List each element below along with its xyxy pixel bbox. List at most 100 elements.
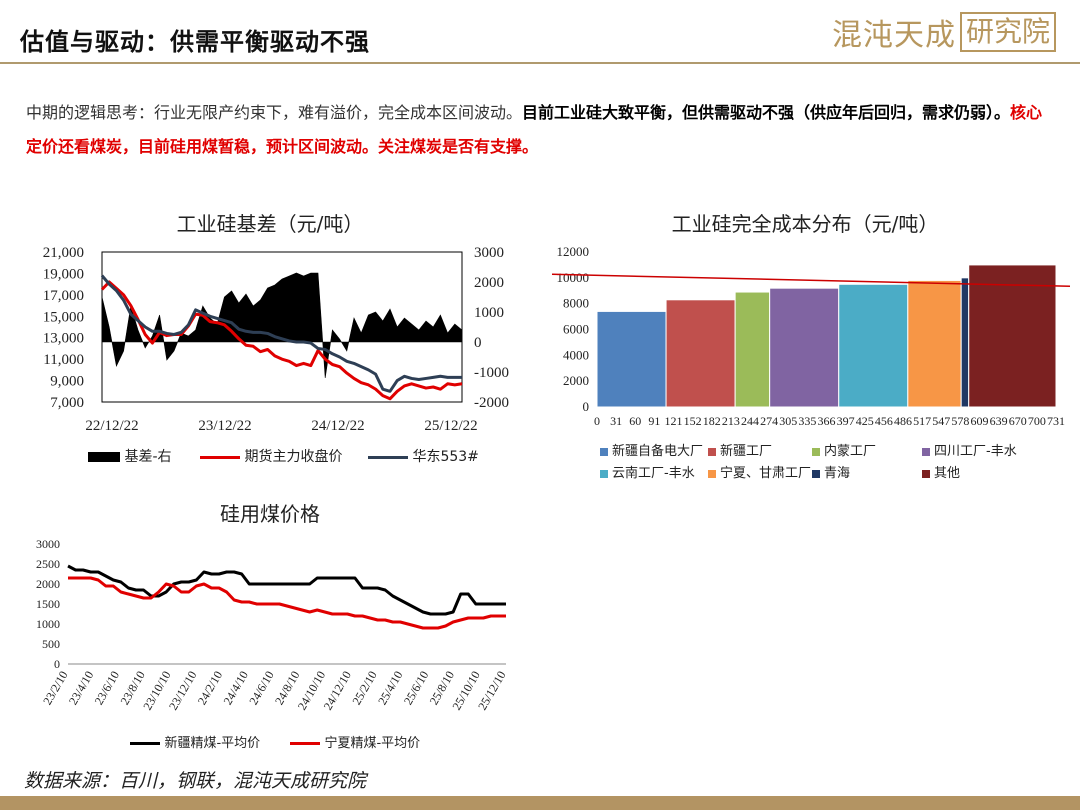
chart3-title: 硅用煤价格: [220, 502, 320, 526]
legend-basis-swatch: [88, 452, 120, 462]
company-logo: 混沌天成 研究院: [831, 12, 1056, 53]
chart1-y-right-tick: 1000: [474, 305, 504, 321]
chart3-legend: 新疆精煤-平均价 宁夏精煤-平均价: [130, 732, 530, 752]
legend-basis-label: 基差-右: [124, 449, 172, 465]
chart2-legend-item: 内蒙工厂: [812, 440, 876, 459]
chart2-x-tick: 335: [798, 414, 816, 428]
cost-bar: [734, 291, 771, 408]
chart3-y-tick: 3000: [36, 537, 60, 551]
intro-part-2: 目前工业硅大致平衡，但供需驱动不强（供应年后回归，需求仍弱）。: [522, 103, 1011, 122]
chart2-x-tick: 578: [951, 414, 969, 428]
basis-area-series: [101, 272, 463, 379]
chart1-y-left-tick: 9,000: [50, 374, 84, 390]
chart2-legend-swatch: [600, 447, 608, 456]
chart2-y-tick: 2000: [563, 373, 589, 388]
cost-bar: [907, 279, 962, 408]
chart1-legend: 基差-右 期货主力收盘价 华东553#: [88, 446, 508, 466]
chart1-y-left-tick: 21,000: [43, 245, 84, 261]
chart2-y-tick: 8000: [563, 296, 589, 311]
legend-ningxia-label: 宁夏精煤-平均价: [324, 736, 421, 751]
chart2-legend-swatch: [600, 469, 608, 478]
cost-bar: [838, 283, 909, 408]
data-source: 数据来源：百川，钢联，混沌天成研究院: [24, 770, 367, 792]
chart1-y-left-tick: 13,000: [43, 331, 84, 347]
chart2-x-tick: 700: [1028, 414, 1046, 428]
chart2-y-tick: 4000: [563, 347, 589, 362]
legend-east553-swatch: [368, 455, 408, 459]
chart2-x-tick: 366: [818, 414, 836, 428]
chart2-x-tick: 0: [594, 414, 600, 428]
chart2-x-tick: 486: [894, 414, 912, 428]
chart1-x-tick: 22/12/22: [85, 418, 138, 434]
chart2-legend-item: 云南工厂-丰水: [600, 462, 695, 481]
chart2-legend-swatch: [812, 447, 820, 456]
logo-box: 研究院: [959, 12, 1056, 52]
logo-text: 混沌天成: [831, 18, 956, 53]
chart1-y-left-tick: 19,000: [43, 266, 84, 282]
chart2-legend-item: 宁夏、甘肃工厂: [708, 462, 811, 481]
chart2-x-tick: 517: [913, 414, 931, 428]
chart3-coal-price: 30002500200015001000500023/2/1023/4/1023…: [36, 537, 509, 712]
legend-futures-label: 期货主力收盘价: [244, 449, 343, 465]
chart2-x-tick: 670: [1009, 414, 1027, 428]
chart2-x-tick: 609: [971, 414, 989, 428]
intro-part-3: 核心定价还看煤炭，目前硅用煤暂稳，预计区间波动。关注煤炭是否有支撑。: [26, 103, 1043, 156]
intro-part-1: 中期的逻辑思考：行业无限产约束下，难有溢价，完全成本区间波动。: [26, 103, 523, 122]
chart2-legend-label: 青海: [824, 466, 851, 481]
chart2-x-tick: 213: [722, 414, 740, 428]
cost-reference-line: [551, 273, 1070, 288]
cost-bar: [968, 264, 1057, 408]
chart2-x-tick: 182: [703, 414, 721, 428]
chart3-y-tick: 2000: [36, 577, 60, 591]
chart3-y-tick: 500: [42, 637, 60, 651]
chart2-x-tick: 121: [665, 414, 683, 428]
footer-bar: [0, 796, 1080, 810]
chart2-x-tick: 425: [856, 414, 874, 428]
chart2-x-tick: 731: [1047, 414, 1065, 428]
legend-xinjiang-coal: 新疆精煤-平均价: [130, 732, 260, 751]
chart1-x-tick: 25/12/22: [424, 418, 477, 434]
legend-east553: 华东553#: [368, 446, 479, 466]
header-divider: [0, 62, 1080, 64]
chart3-y-tick: 2500: [36, 557, 60, 571]
chart2-legend-swatch: [922, 469, 930, 478]
ningxia-coal-line: [68, 576, 506, 630]
chart1-y-left-tick: 7,000: [50, 395, 84, 411]
east553-line-series: [100, 274, 462, 393]
chart2-legend-label: 新疆自备电大厂: [612, 444, 704, 459]
chart2-x-tick: 639: [990, 414, 1008, 428]
chart2-title: 工业硅完全成本分布（元/吨）: [671, 212, 939, 236]
chart1-x-tick: 24/12/22: [311, 418, 364, 434]
chart1-x-tick: 23/12/22: [198, 418, 251, 434]
chart1-title: 工业硅基差（元/吨）: [176, 212, 364, 236]
chart2-legend-swatch: [812, 469, 820, 478]
chart2-x-tick: 91: [648, 414, 660, 428]
chart2-x-tick: 274: [760, 414, 778, 428]
chart2-legend-item: 其他: [922, 462, 960, 481]
cost-bar: [960, 277, 970, 408]
chart2-y-tick: 10000: [557, 270, 590, 285]
chart2-cost-distribution: 12000 10000 8000 6000 4000 2000 00 31 60 91 121 152…: [551, 244, 1070, 428]
chart2-legend-item: 四川工厂-丰水: [922, 440, 1017, 459]
header: 估值与驱动：供需平衡驱动不强 混沌天成 研究院: [0, 0, 1080, 66]
chart2-y-tick: 6000: [563, 322, 589, 337]
chart2-x-tick: 152: [684, 414, 702, 428]
chart2-legend-item: 新疆工厂: [708, 440, 772, 459]
chart2-legend-swatch: [708, 447, 716, 456]
chart1-y-right-tick: -2000: [474, 395, 509, 411]
legend-ningxia-coal: 宁夏精煤-平均价: [290, 732, 420, 751]
chart2-legend: 新疆自备电大厂 新疆工厂 内蒙工厂 四川工厂-丰水云南工厂-丰水 宁夏、甘肃工厂 青海 其他: [600, 440, 1060, 484]
chart2-x-tick: 547: [932, 414, 950, 428]
legend-xinjiang-swatch: [130, 741, 160, 745]
chart3-y-tick: 0: [54, 657, 60, 671]
legend-futures-swatch: [200, 455, 240, 459]
chart2-legend-label: 四川工厂-丰水: [934, 444, 1017, 459]
chart2-legend-swatch: [922, 447, 930, 456]
chart2-y-tick: 12000: [557, 244, 590, 259]
chart2-legend-swatch: [708, 469, 716, 478]
chart1-y-right-tick: 3000: [474, 245, 504, 261]
page-title: 估值与驱动：供需平衡驱动不强: [20, 28, 370, 56]
chart2-x-tick: 60: [629, 414, 641, 428]
xinjiang-coal-line: [67, 564, 506, 616]
chart2-x-tick: 31: [610, 414, 622, 428]
